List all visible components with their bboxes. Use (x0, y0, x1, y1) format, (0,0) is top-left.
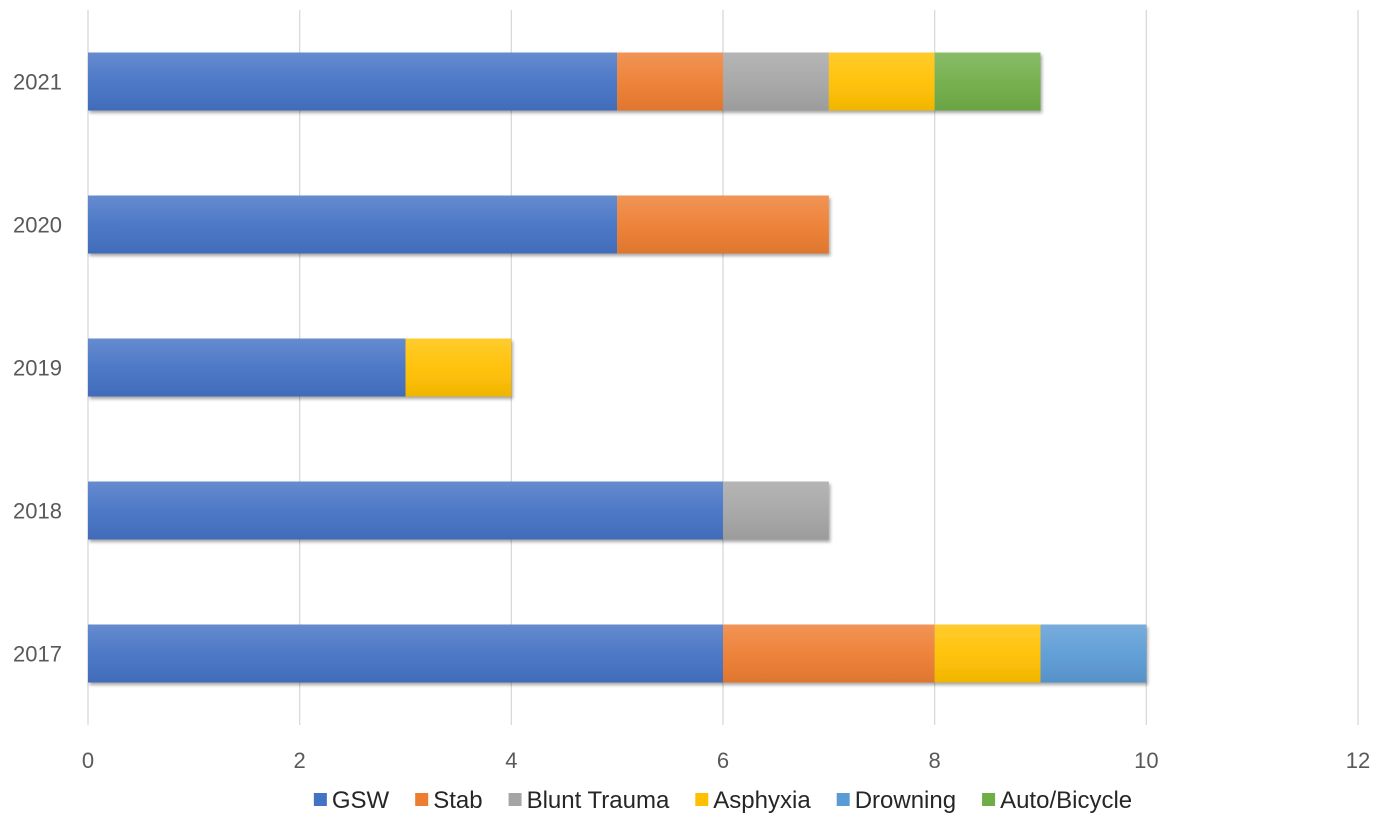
legend-swatch (695, 793, 709, 806)
legend-label: Asphyxia (713, 787, 811, 814)
bar-segment-asphyxia (828, 52, 935, 111)
bar-row-2018 (88, 481, 829, 540)
legend: GSW Stab Blunt Trauma Asphyxia Drowning Auto/… (313, 787, 1132, 814)
legend-item: Blunt Trauma (508, 787, 670, 814)
bar-segment-gsw (88, 195, 618, 254)
y-tick-label: 2019 (13, 356, 62, 381)
bar-segment-asphyxia (934, 624, 1041, 683)
x-tick-label: 4 (505, 748, 517, 773)
bar-segment-blunt-trauma (723, 52, 829, 111)
bar-row-2021 (88, 52, 1041, 111)
y-axis-labels: 2017 2018 2019 2020 2021 (13, 70, 62, 667)
legend-label: GSW (332, 787, 390, 814)
y-tick-label: 2018 (13, 499, 62, 524)
bar-segment-gsw (88, 481, 723, 540)
legend-item: GSW (313, 787, 390, 814)
legend-item: Auto/Bicycle (982, 787, 1132, 814)
legend-item: Asphyxia (695, 787, 811, 814)
x-tick-label: 0 (82, 748, 94, 773)
legend-label: Auto/Bicycle (1000, 787, 1132, 814)
bar-row-2017 (88, 624, 1147, 683)
x-tick-label: 2 (294, 748, 306, 773)
y-tick-label: 2020 (13, 213, 62, 238)
bar-segment-stab (723, 624, 935, 683)
bar-segment-auto-bicycle (934, 52, 1041, 111)
bar-segment-stab (617, 52, 723, 111)
legend-swatch (982, 793, 996, 806)
x-tick-label: 12 (1346, 748, 1370, 773)
bar-segment-gsw (88, 52, 618, 111)
bar-row-2019 (88, 338, 512, 397)
legend-label: Stab (433, 787, 482, 814)
x-tick-label: 6 (717, 748, 729, 773)
x-axis-labels: 0 2 4 6 8 10 12 (82, 748, 1370, 773)
legend-label: Drowning (855, 787, 956, 814)
legend-item: Drowning (836, 787, 956, 814)
legend-item: Stab (415, 787, 483, 814)
legend-swatch (313, 793, 327, 806)
bar-segment-gsw (88, 624, 723, 683)
bars (88, 52, 1147, 683)
y-tick-label: 2017 (13, 642, 62, 667)
bar-segment-drowning (1040, 624, 1147, 683)
x-tick-label: 8 (929, 748, 941, 773)
bar-row-2020 (88, 195, 829, 254)
bar-segment-stab (617, 195, 829, 254)
legend-swatch (415, 793, 429, 806)
legend-label: Blunt Trauma (527, 787, 670, 814)
legend-swatch (508, 793, 522, 806)
x-tick-label: 10 (1134, 748, 1158, 773)
bar-segment-asphyxia (405, 338, 512, 397)
bar-segment-gsw (88, 338, 406, 397)
y-tick-label: 2021 (13, 70, 62, 95)
bar-segment-blunt-trauma (723, 481, 829, 540)
legend-swatch (836, 793, 850, 806)
